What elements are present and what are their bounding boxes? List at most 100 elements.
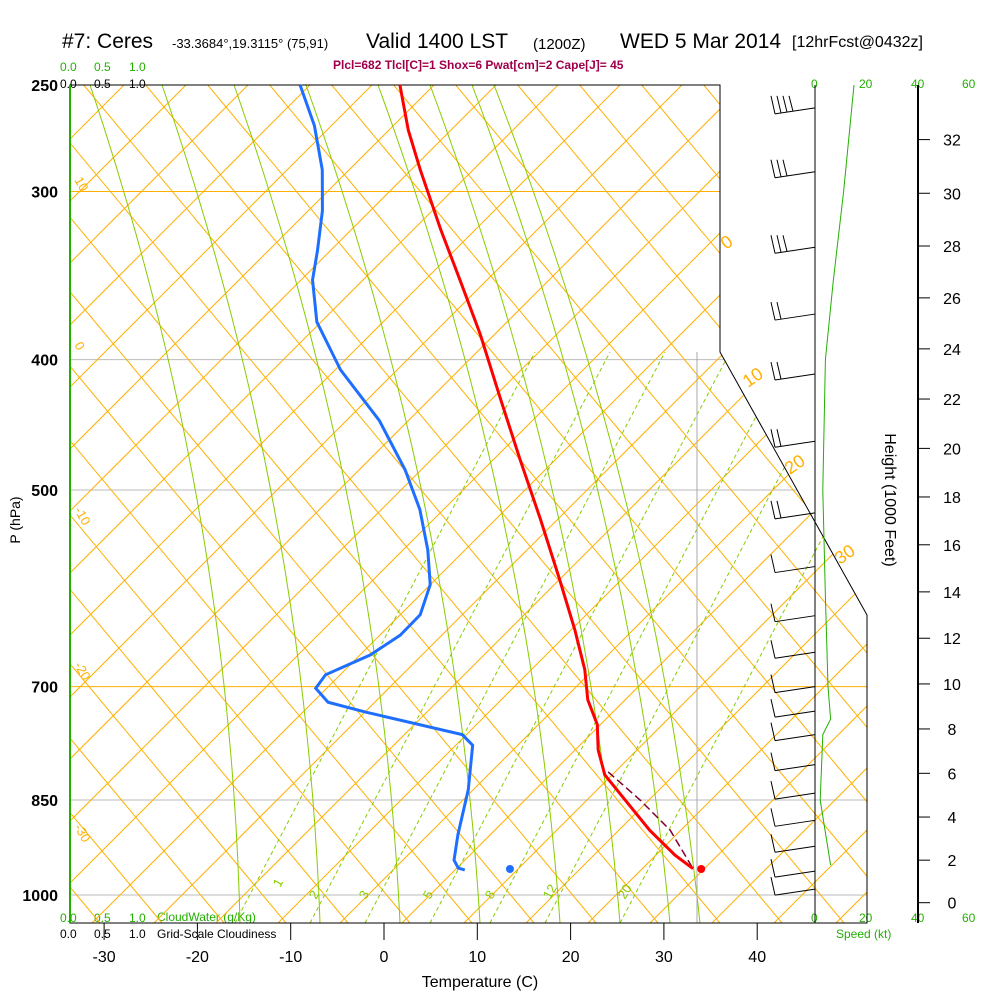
cloudwater-label: CloudWater (g/Kg) <box>157 910 256 924</box>
mixing-ratio-label: 1 <box>270 876 287 890</box>
wind-barb-flag <box>776 301 782 320</box>
wind-barb-flag <box>776 361 782 380</box>
surface-temperature-dot <box>697 865 706 873</box>
wind-barb <box>774 171 816 179</box>
isotherm-line <box>70 85 561 923</box>
dry-adiabat-line <box>267 85 867 923</box>
wind-barb <box>774 870 816 878</box>
pressure-tick-label: 700 <box>31 680 58 697</box>
mixing-ratio-label: 8 <box>482 888 499 902</box>
wind-barb-flag <box>770 361 776 381</box>
cloudwater-tick: 0.0 <box>60 60 77 74</box>
cloudwater-tick: 0.5 <box>94 60 111 74</box>
moist-adiabat-line <box>89 85 241 923</box>
height-tick-label: 8 <box>948 722 957 739</box>
plot-frame <box>69 84 868 924</box>
speed-tick: 40 <box>911 77 925 91</box>
mixing-ratio-line <box>544 351 846 923</box>
y-axis-label: P (hPa) <box>7 496 23 543</box>
x-tick-label: 30 <box>655 949 673 966</box>
dry-adiabat-line <box>329 85 867 923</box>
surface-dewpoint-dot <box>505 865 514 873</box>
wind-barb <box>774 313 816 321</box>
isotherm-line <box>401 85 867 923</box>
mixing-ratio-line <box>429 351 731 923</box>
wind-barb-flag <box>770 752 776 771</box>
wind-barb <box>774 845 816 853</box>
wind-speed-line <box>819 84 855 866</box>
isotherm-line <box>70 85 499 923</box>
wind-barb <box>774 107 816 115</box>
dewpoint-line <box>298 84 475 872</box>
mixing-ratio-label: 5 <box>420 888 437 902</box>
height-tick-label: 22 <box>943 392 961 409</box>
height-tick-label: 18 <box>943 490 961 507</box>
moist-adiabat-line <box>493 85 701 923</box>
isotherm-line <box>649 85 867 923</box>
isotherm-line <box>153 85 867 923</box>
wind-barb-flag <box>770 429 776 448</box>
wind-barb-flag <box>770 699 776 718</box>
height-axis-label: Height (1000 Feet) <box>881 433 898 566</box>
moist-adiabat-line <box>161 85 321 923</box>
forecast-info: [12hrFcst@0432z] <box>792 34 923 51</box>
zulu-time: (1200Z) <box>533 36 586 53</box>
isotherm-line <box>70 85 251 923</box>
speed-tick: 0 <box>811 911 818 925</box>
x-tick-label: 20 <box>562 949 580 966</box>
cloudiness-label: Grid-Scale Cloudiness <box>157 927 277 941</box>
height-tick-label: 28 <box>943 239 961 256</box>
wind-barb <box>774 819 816 827</box>
stability-indices: Plcl=682 Tlcl[C]=1 Shox=6 Pwat[cm]=2 Cap… <box>333 58 624 72</box>
wind-barb-flag <box>770 640 776 659</box>
dry-adiabat-line <box>70 85 535 923</box>
cloudiness-tick: 1.0 <box>129 77 146 91</box>
dry-adiabat-line <box>70 85 349 923</box>
isotherm-line <box>70 85 809 923</box>
x-tick-label: -20 <box>186 949 209 966</box>
x-tick-label: -30 <box>93 949 116 966</box>
theta-label: 30 <box>831 540 859 568</box>
dry-adiabat-line <box>391 85 867 923</box>
height-tick-label: 26 <box>943 291 961 308</box>
wind-barb-flag <box>776 235 782 253</box>
dry-adiabat-line <box>70 85 659 923</box>
cloudwater-tick: 0.0 <box>60 911 77 925</box>
isotherm-line <box>0 83 2 923</box>
isotherm-line <box>70 85 437 923</box>
dry-adiabat-line <box>70 85 163 923</box>
wind-barb <box>774 651 816 659</box>
height-tick-label: 10 <box>943 677 961 694</box>
height-tick-label: 16 <box>943 538 961 555</box>
theta-label: -10 <box>71 504 93 528</box>
isotherm-line <box>215 85 867 923</box>
height-tick-label: 4 <box>948 810 957 827</box>
wind-barb <box>774 792 816 800</box>
wind-barb-flag <box>782 235 788 252</box>
isotherm-line <box>70 85 313 923</box>
wind-barb-flag <box>770 877 776 896</box>
mixing-ratio-line <box>364 351 666 923</box>
pressure-tick-label: 500 <box>31 483 58 500</box>
wind-barb <box>774 566 816 574</box>
parcel-line <box>607 771 694 870</box>
mixing-ratio-label: 12 <box>540 881 560 901</box>
background-lines <box>0 83 867 923</box>
height-tick-label: 2 <box>948 853 957 870</box>
wind-barb-flag <box>770 603 776 622</box>
wind-barb-flag <box>770 834 776 853</box>
cloudiness-tick: 0.0 <box>60 77 77 91</box>
x-tick-label: 0 <box>380 949 389 966</box>
valid-date: WED 5 Mar 2014 <box>620 30 782 53</box>
isotherm-line <box>70 85 747 923</box>
speed-axis-label: Speed (kt) <box>836 927 892 941</box>
wind-barb <box>774 764 816 772</box>
theta-label: 20 <box>781 450 809 478</box>
wind-barb-flag <box>788 95 794 112</box>
isotherm-line <box>70 85 623 923</box>
mixing-ratio-line <box>234 351 536 923</box>
dry-adiabat-line <box>577 85 867 923</box>
x-tick-label: 10 <box>468 949 486 966</box>
speed-tick: 0 <box>811 77 818 91</box>
